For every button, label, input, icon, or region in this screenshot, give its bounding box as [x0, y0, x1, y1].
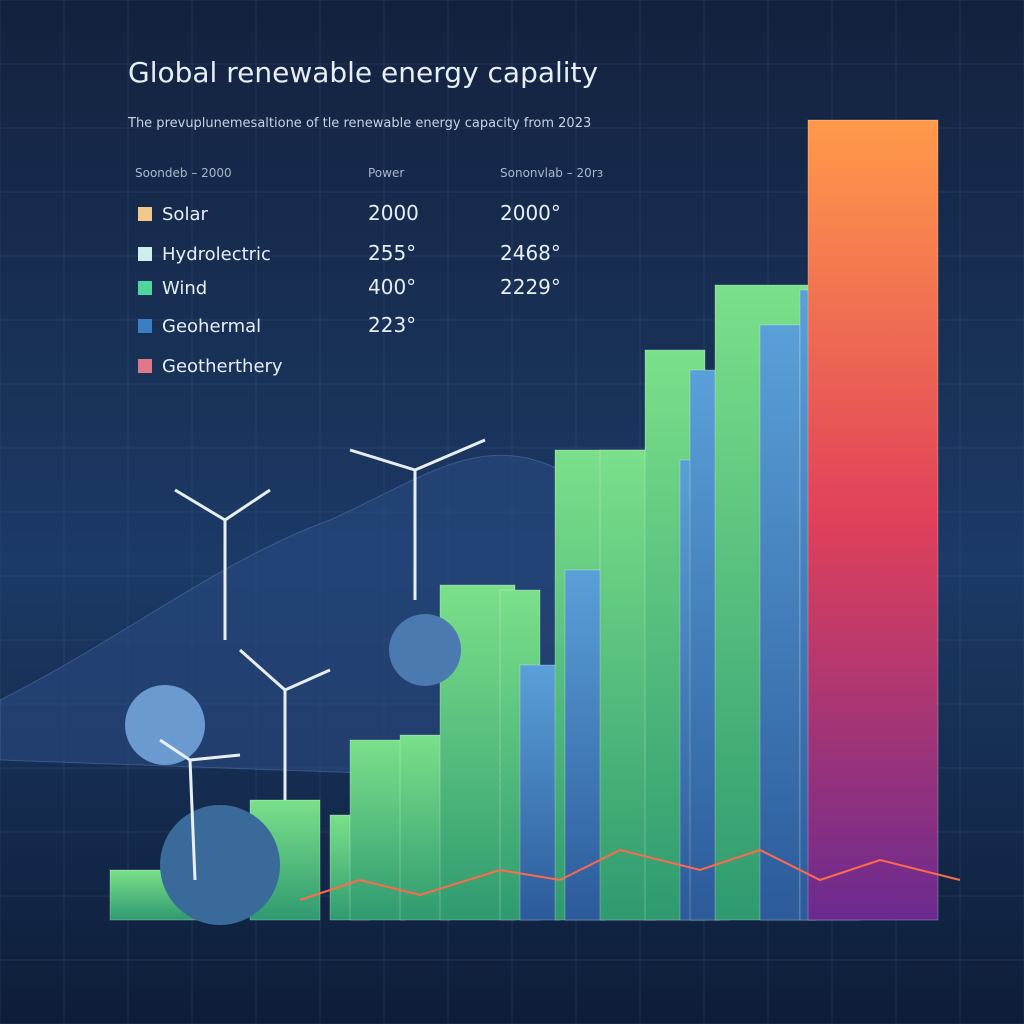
bar [759, 324, 801, 921]
legend-swatch [138, 319, 152, 333]
subtitle: The prevuplunemesaltione of tle renewabl… [127, 116, 591, 131]
turbines [159, 438, 486, 881]
cell: 2229° [500, 275, 561, 299]
cell: 2000° [500, 201, 561, 225]
cell: 223° [368, 313, 416, 337]
cell: 2000 [368, 201, 419, 225]
trend-line [299, 848, 961, 901]
globe [125, 685, 205, 765]
row-label: Solar [162, 204, 208, 225]
globe [160, 805, 280, 925]
bar [519, 664, 561, 921]
bar [807, 119, 939, 921]
column-header: Power [368, 166, 404, 180]
table: Soondeb – 2000 Power Sononvlab – 20rз Solar… [135, 166, 603, 377]
legend-swatch [138, 281, 152, 295]
row-label: Hydrolectric [162, 244, 271, 265]
column-header: Soondeb – 2000 [135, 166, 232, 180]
cell: 255° [368, 241, 416, 265]
row-label: Geotherthery [162, 356, 283, 377]
title: Global renewable energy capality [128, 56, 598, 89]
bars [109, 119, 939, 921]
cell: 2468° [500, 241, 561, 265]
column-header: Sononvlab – 20rз [500, 166, 603, 180]
legend-swatch [138, 207, 152, 221]
cell: 400° [368, 275, 416, 299]
legend-swatch [138, 359, 152, 373]
globe [389, 614, 461, 686]
row-label: Wind [162, 278, 207, 299]
legend-swatch [138, 247, 152, 261]
bar [349, 739, 406, 921]
row-label: Geohermal [162, 316, 261, 337]
